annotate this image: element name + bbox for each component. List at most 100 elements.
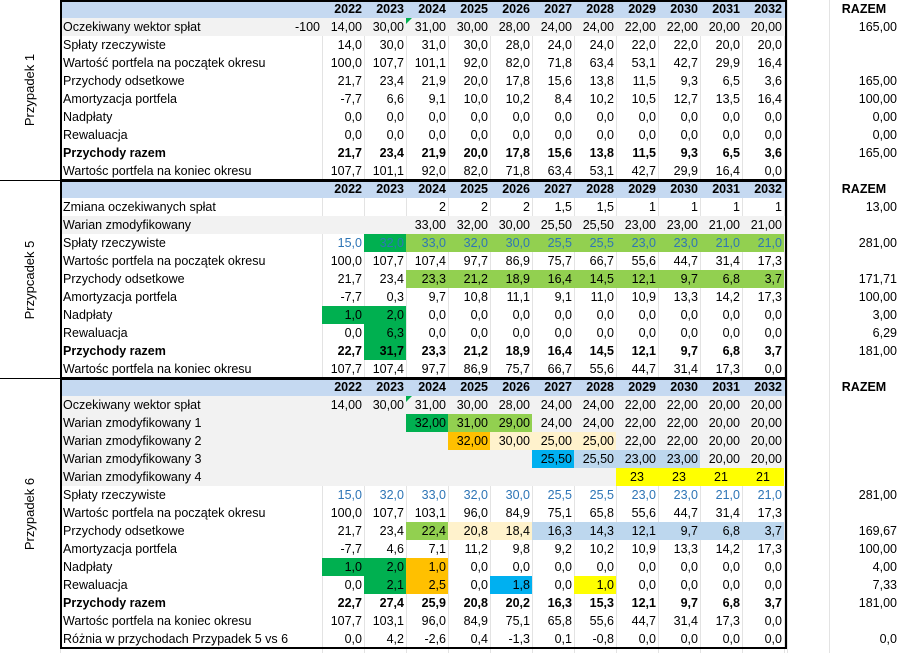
value-cell[interactable]: 101,1	[414, 56, 446, 70]
value-cell[interactable]: 0,0	[680, 326, 698, 340]
value-cell[interactable]: 22,00	[624, 20, 656, 34]
value-cell[interactable]: 9,7	[680, 344, 698, 358]
value-cell[interactable]: 21,7	[337, 272, 362, 286]
value-cell[interactable]: 32,00	[456, 218, 488, 232]
value-cell[interactable]: 0,0	[764, 326, 782, 340]
value-cell[interactable]: 1	[691, 200, 698, 214]
value-cell[interactable]: 21,9	[421, 74, 446, 88]
value-cell[interactable]: 31,4	[673, 614, 698, 628]
value-cell[interactable]: 13,8	[589, 146, 614, 160]
value-cell[interactable]: 10,2	[589, 542, 614, 556]
value-cell[interactable]: 21,2	[448, 270, 490, 288]
value-cell[interactable]	[322, 216, 364, 234]
value-cell[interactable]: 20,8	[463, 596, 488, 610]
razem-cell[interactable]: 100,00	[858, 290, 897, 304]
value-cell[interactable]: 23,0	[631, 488, 656, 502]
value-cell[interactable]: 21,7	[337, 146, 362, 160]
row-label[interactable]: Nadpłaty	[63, 308, 113, 322]
value-cell[interactable]: 0,0	[554, 110, 572, 124]
row-label[interactable]: Wartośc portfela na początek okresu	[63, 254, 266, 268]
value-cell[interactable]: 0,0	[764, 164, 782, 178]
value-cell[interactable]: 2,0	[364, 558, 406, 576]
value-cell[interactable]: 6,6	[386, 92, 404, 106]
value-cell[interactable]: 0,0	[512, 128, 530, 142]
value-cell[interactable]: 20,00	[708, 452, 740, 466]
value-cell[interactable]: 0,0	[764, 110, 782, 124]
year-header-cell[interactable]: 2029	[628, 380, 656, 394]
row-label[interactable]: Nadpłaty	[63, 560, 113, 574]
value-cell[interactable]: 0,0	[512, 308, 530, 322]
value-cell[interactable]: 0,0	[344, 578, 362, 592]
value-cell[interactable]: 44,7	[673, 254, 698, 268]
value-cell[interactable]: 25,50	[582, 218, 614, 232]
value-cell[interactable]: 22,00	[666, 434, 698, 448]
value-cell[interactable]: 22,7	[337, 344, 362, 358]
year-header-cell[interactable]: 2029	[628, 2, 656, 16]
value-cell[interactable]: 13,3	[673, 542, 698, 556]
razem-cell[interactable]	[829, 216, 899, 234]
value-cell[interactable]: 55,6	[589, 614, 614, 628]
year-header-cell[interactable]: 2030	[670, 2, 698, 16]
razem-cell[interactable]	[829, 36, 899, 54]
value-cell[interactable]	[490, 468, 532, 486]
row-label[interactable]: Oczekiwany wektor spłat	[63, 20, 201, 34]
value-cell[interactable]: 30,00	[456, 20, 488, 34]
value-cell[interactable]: 22,0	[631, 38, 656, 52]
row-label[interactable]: Spłaty rzeczywiste	[63, 488, 166, 502]
value-cell[interactable]: 9,1	[428, 92, 446, 106]
value-cell[interactable]: 0,1	[554, 632, 572, 646]
value-cell[interactable]: 3,6	[764, 146, 782, 160]
value-cell[interactable]	[448, 450, 490, 468]
value-cell[interactable]: 71,8	[505, 164, 530, 178]
value-cell[interactable]: 9,7	[428, 290, 446, 304]
value-cell[interactable]: 17,3	[757, 542, 782, 556]
value-cell[interactable]: 30,0	[490, 234, 532, 252]
value-cell[interactable]: 31,00	[406, 396, 448, 414]
razem-cell[interactable]	[829, 612, 899, 630]
value-cell[interactable]: 66,7	[547, 362, 572, 376]
row-label[interactable]: Amortyzacja portfela	[63, 92, 177, 106]
value-cell[interactable]: 44,7	[673, 506, 698, 520]
value-cell[interactable]: 23,3	[406, 270, 448, 288]
value-cell[interactable]	[532, 468, 574, 486]
value-cell[interactable]: 30,00	[372, 20, 404, 34]
value-cell[interactable]: 13,5	[715, 92, 740, 106]
value-cell[interactable]: 0,0	[554, 308, 572, 322]
row-label[interactable]: Przychody odsetkowe	[63, 272, 185, 286]
value-cell[interactable]: 3,7	[742, 270, 784, 288]
value-cell[interactable]: 10,9	[631, 290, 656, 304]
value-cell[interactable]: 10,2	[505, 92, 530, 106]
value-cell[interactable]: 92,0	[421, 164, 446, 178]
value-cell[interactable]: 63,4	[547, 164, 572, 178]
value-cell[interactable]: 31,4	[715, 506, 740, 520]
value-cell[interactable]: 23,00	[658, 450, 700, 468]
value-cell[interactable]: 84,9	[463, 614, 488, 628]
value-cell[interactable]: 0,0	[554, 560, 572, 574]
razem-cell[interactable]	[829, 360, 899, 378]
row-label[interactable]: Warian zmodyfikowany 3	[63, 452, 202, 466]
row-label[interactable]: Wartośc portfela na początek okresu	[63, 506, 266, 520]
value-cell[interactable]: 16,4	[715, 164, 740, 178]
value-cell[interactable]: 55,6	[589, 362, 614, 376]
value-cell[interactable]: 21,2	[463, 344, 488, 358]
value-cell[interactable]: 32,00	[406, 414, 448, 432]
value-cell[interactable]: 24,00	[540, 398, 572, 412]
value-cell[interactable]: 0,0	[554, 128, 572, 142]
value-cell[interactable]: 63,4	[589, 56, 614, 70]
value-cell[interactable]: 10,0	[463, 92, 488, 106]
razem-cell[interactable]	[829, 396, 899, 414]
year-header-cell[interactable]: 2029	[628, 182, 656, 196]
value-cell[interactable]: 0,0	[722, 128, 740, 142]
value-cell[interactable]: 23	[616, 468, 658, 486]
razem-cell[interactable]: 165,00	[858, 74, 897, 88]
razem-cell[interactable]: 181,00	[858, 596, 897, 610]
value-cell[interactable]: 14,00	[330, 398, 362, 412]
value-cell[interactable]: 0,0	[596, 560, 614, 574]
value-cell[interactable]: 0,0	[512, 110, 530, 124]
row-label[interactable]: Zmiana oczekiwanych spłat	[63, 200, 216, 214]
value-cell[interactable]: 33,00	[414, 218, 446, 232]
value-cell[interactable]: 6,5	[722, 146, 740, 160]
row-label[interactable]: Oczekiwany wektor spłat	[63, 398, 201, 412]
value-cell[interactable]: 13,3	[673, 290, 698, 304]
